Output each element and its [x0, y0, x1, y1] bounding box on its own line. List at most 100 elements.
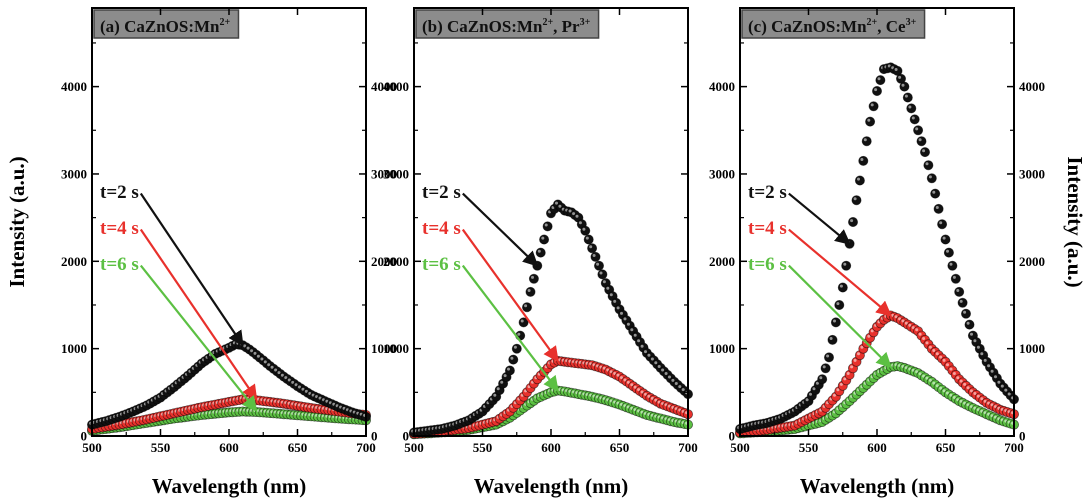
point-highlight	[833, 319, 836, 323]
point-highlight	[935, 352, 939, 356]
y-tick-label-right: 4000	[371, 79, 397, 94]
point-highlight	[904, 321, 908, 325]
point-highlight	[513, 345, 517, 349]
panel-c-label-t2s: t=2 s	[748, 182, 787, 203]
point-highlight	[918, 332, 922, 336]
panel-c-t2s-point	[834, 299, 845, 310]
point-highlight	[942, 236, 946, 240]
panel-c-t2s-point	[933, 203, 944, 214]
point-highlight	[918, 138, 922, 142]
point-highlight	[626, 380, 630, 384]
point-highlight	[582, 227, 586, 231]
point-highlight	[898, 75, 902, 79]
panel-b-t2s-point	[539, 234, 550, 245]
point-highlight	[942, 358, 946, 362]
point-highlight	[922, 149, 926, 153]
panel-c-callouts: t=2 s t=4 s t=6 s	[748, 182, 892, 369]
point-highlight	[298, 385, 301, 389]
point-highlight	[640, 390, 644, 394]
panel-b-t2s-point	[542, 221, 553, 232]
point-highlight	[671, 378, 675, 382]
point-highlight	[826, 354, 830, 358]
point-highlight	[1004, 388, 1008, 392]
x-tick-label: 500	[730, 440, 750, 455]
panel-c-xlabel: Wavelength (nm)	[800, 474, 955, 498]
panel-b-title-background	[415, 9, 600, 39]
panel-b-title-main: (b) CaZnOS:Mn	[422, 17, 543, 36]
point-highlight	[650, 357, 654, 361]
point-highlight	[857, 177, 860, 181]
panel-b: (b) CaZnOS:Mn2+, Pr3+ 500 550 600 650 700 0 10…	[383, 7, 698, 498]
point-highlight	[853, 197, 857, 201]
point-highlight	[267, 363, 271, 367]
point-highlight	[990, 369, 994, 373]
point-highlight	[500, 380, 504, 384]
panel-b-t2s-point	[525, 286, 536, 297]
point-highlight	[925, 162, 929, 166]
panel-b-t2s-point	[522, 302, 533, 313]
point-highlight	[915, 328, 919, 332]
point-highlight	[637, 388, 641, 392]
panel-c-t2s-point	[841, 260, 852, 271]
point-highlight	[952, 275, 956, 279]
point-highlight	[925, 341, 929, 345]
point-highlight	[537, 249, 541, 253]
point-highlight	[867, 118, 871, 122]
panel-b-t2s-point	[583, 234, 594, 245]
panel-b-title: (b) CaZnOS:Mn2+, Pr3+	[422, 17, 591, 36]
panel-a-title-background	[93, 9, 240, 39]
point-highlight	[633, 333, 637, 337]
point-highlight	[493, 393, 497, 397]
x-tick-label: 600	[219, 440, 239, 455]
panel-c-label-t4s: t=4 s	[748, 218, 787, 239]
point-highlight	[928, 378, 932, 382]
panel-b-t2s-point	[580, 225, 591, 236]
x-tick-label: 650	[936, 440, 956, 455]
panel-b-label-t2s: t=2 s	[422, 182, 461, 203]
point-highlight	[836, 388, 840, 392]
point-highlight	[908, 105, 912, 109]
point-highlight	[860, 345, 864, 349]
panel-b-arrow-t6s	[461, 264, 559, 392]
x-tick-label: 700	[1004, 440, 1024, 455]
point-highlight	[963, 310, 967, 314]
point-highlight	[874, 88, 878, 92]
point-highlight	[836, 302, 840, 306]
y-tick-label: 0	[81, 429, 88, 444]
y-tick-label-right: 1000	[371, 341, 397, 356]
point-highlight	[263, 360, 267, 364]
point-highlight	[970, 389, 973, 393]
point-highlight	[578, 221, 582, 225]
point-highlight	[850, 365, 854, 369]
panel-c-t2s-point	[961, 308, 972, 319]
point-highlight	[966, 386, 970, 390]
y-tick-label-right: 3000	[1019, 166, 1045, 181]
y-tick-label: 0	[403, 429, 410, 444]
point-highlight	[805, 398, 809, 402]
point-highlight	[853, 358, 857, 362]
point-highlight	[932, 190, 936, 194]
point-highlight	[839, 382, 843, 386]
point-highlight	[1007, 392, 1011, 396]
panel-b-t2s-point	[508, 354, 519, 365]
panel-c-t2s-point	[851, 195, 862, 206]
panel-a-arrow-t2s	[139, 192, 244, 347]
panel-c-arrow-t6s	[788, 264, 892, 369]
panel-c-t2s-point	[913, 125, 924, 136]
point-highlight	[589, 245, 593, 249]
panel-b-t2s-point	[597, 269, 608, 280]
point-highlight	[613, 299, 617, 303]
point-highlight	[681, 388, 685, 392]
point-highlight	[976, 394, 980, 398]
panel-c-t2s-point	[923, 160, 934, 171]
panel-a-title: (a) CaZnOS:Mn2+	[100, 17, 230, 36]
point-highlight	[647, 353, 651, 357]
panel-c-t2s-point	[875, 75, 886, 86]
point-highlight	[630, 383, 634, 387]
point-highlight	[952, 372, 956, 375]
point-highlight	[568, 209, 572, 213]
panel-a-arrow-t4s	[139, 228, 258, 401]
panel-c-t2s-point	[950, 273, 961, 284]
